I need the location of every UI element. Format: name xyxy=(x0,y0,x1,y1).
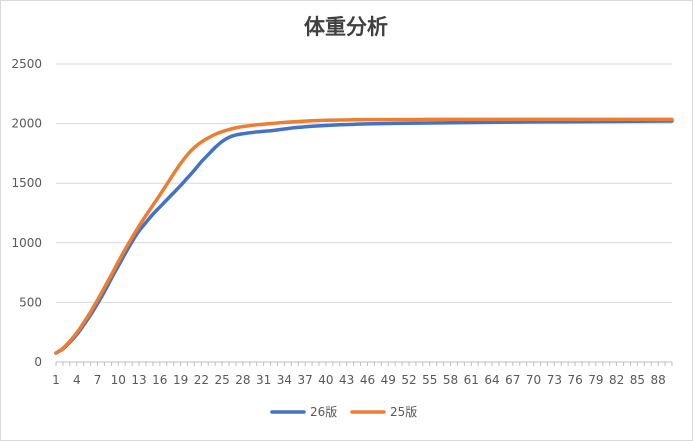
x-tick-label: 52 xyxy=(401,373,416,387)
y-tick-label: 2000 xyxy=(11,117,42,131)
y-tick-label: 1500 xyxy=(11,176,42,190)
chart-title: 体重分析 xyxy=(304,15,388,39)
x-tick-label: 31 xyxy=(256,373,271,387)
series-line-1 xyxy=(54,119,674,355)
series-line-2 xyxy=(54,117,674,355)
x-tick-label: 88 xyxy=(651,373,666,387)
x-tick-label: 7 xyxy=(94,373,102,387)
series-lines xyxy=(54,117,674,355)
x-tick-label: 34 xyxy=(277,373,292,387)
x-tick-label: 76 xyxy=(567,373,582,387)
x-tick-label: 43 xyxy=(339,373,354,387)
y-tick-label: 1000 xyxy=(11,236,42,250)
x-tick-label: 79 xyxy=(588,373,603,387)
x-tick-label: 19 xyxy=(173,373,188,387)
x-tick-label: 55 xyxy=(422,373,437,387)
legend: 26版 25版 xyxy=(270,405,417,419)
x-tick-label: 49 xyxy=(381,373,396,387)
x-tick-label: 1 xyxy=(52,373,60,387)
x-tick-label: 28 xyxy=(235,373,250,387)
x-tick-label: 70 xyxy=(526,373,541,387)
x-tick-label: 67 xyxy=(505,373,520,387)
x-tick-label: 85 xyxy=(630,373,645,387)
x-tick-label: 13 xyxy=(131,373,146,387)
x-tick-label: 22 xyxy=(194,373,209,387)
y-tick-label: 2500 xyxy=(11,57,42,71)
x-tick-label: 64 xyxy=(484,373,499,387)
gridlines xyxy=(56,63,672,303)
y-tick-label: 0 xyxy=(34,355,42,369)
x-tick-label: 10 xyxy=(111,373,126,387)
x-tick-label: 40 xyxy=(318,373,333,387)
y-tick-label: 500 xyxy=(19,295,42,309)
x-tick-label: 4 xyxy=(73,373,81,387)
axes: 0 500 1000 1500 2000 2500 1 4 7 10 13 16 19 22 25 28 31 3… xyxy=(11,57,673,387)
x-tick-label: 25 xyxy=(214,373,229,387)
x-tick-label: 37 xyxy=(298,373,313,387)
x-tick-label: 16 xyxy=(152,373,167,387)
x-tick-label: 82 xyxy=(609,373,624,387)
x-tick-label: 73 xyxy=(547,373,562,387)
x-tick-label: 46 xyxy=(360,373,375,387)
legend-label-1: 26版 xyxy=(310,405,337,419)
x-tick-label: 61 xyxy=(464,373,479,387)
x-tick-label: 58 xyxy=(443,373,458,387)
legend-label-2: 25版 xyxy=(390,405,417,419)
